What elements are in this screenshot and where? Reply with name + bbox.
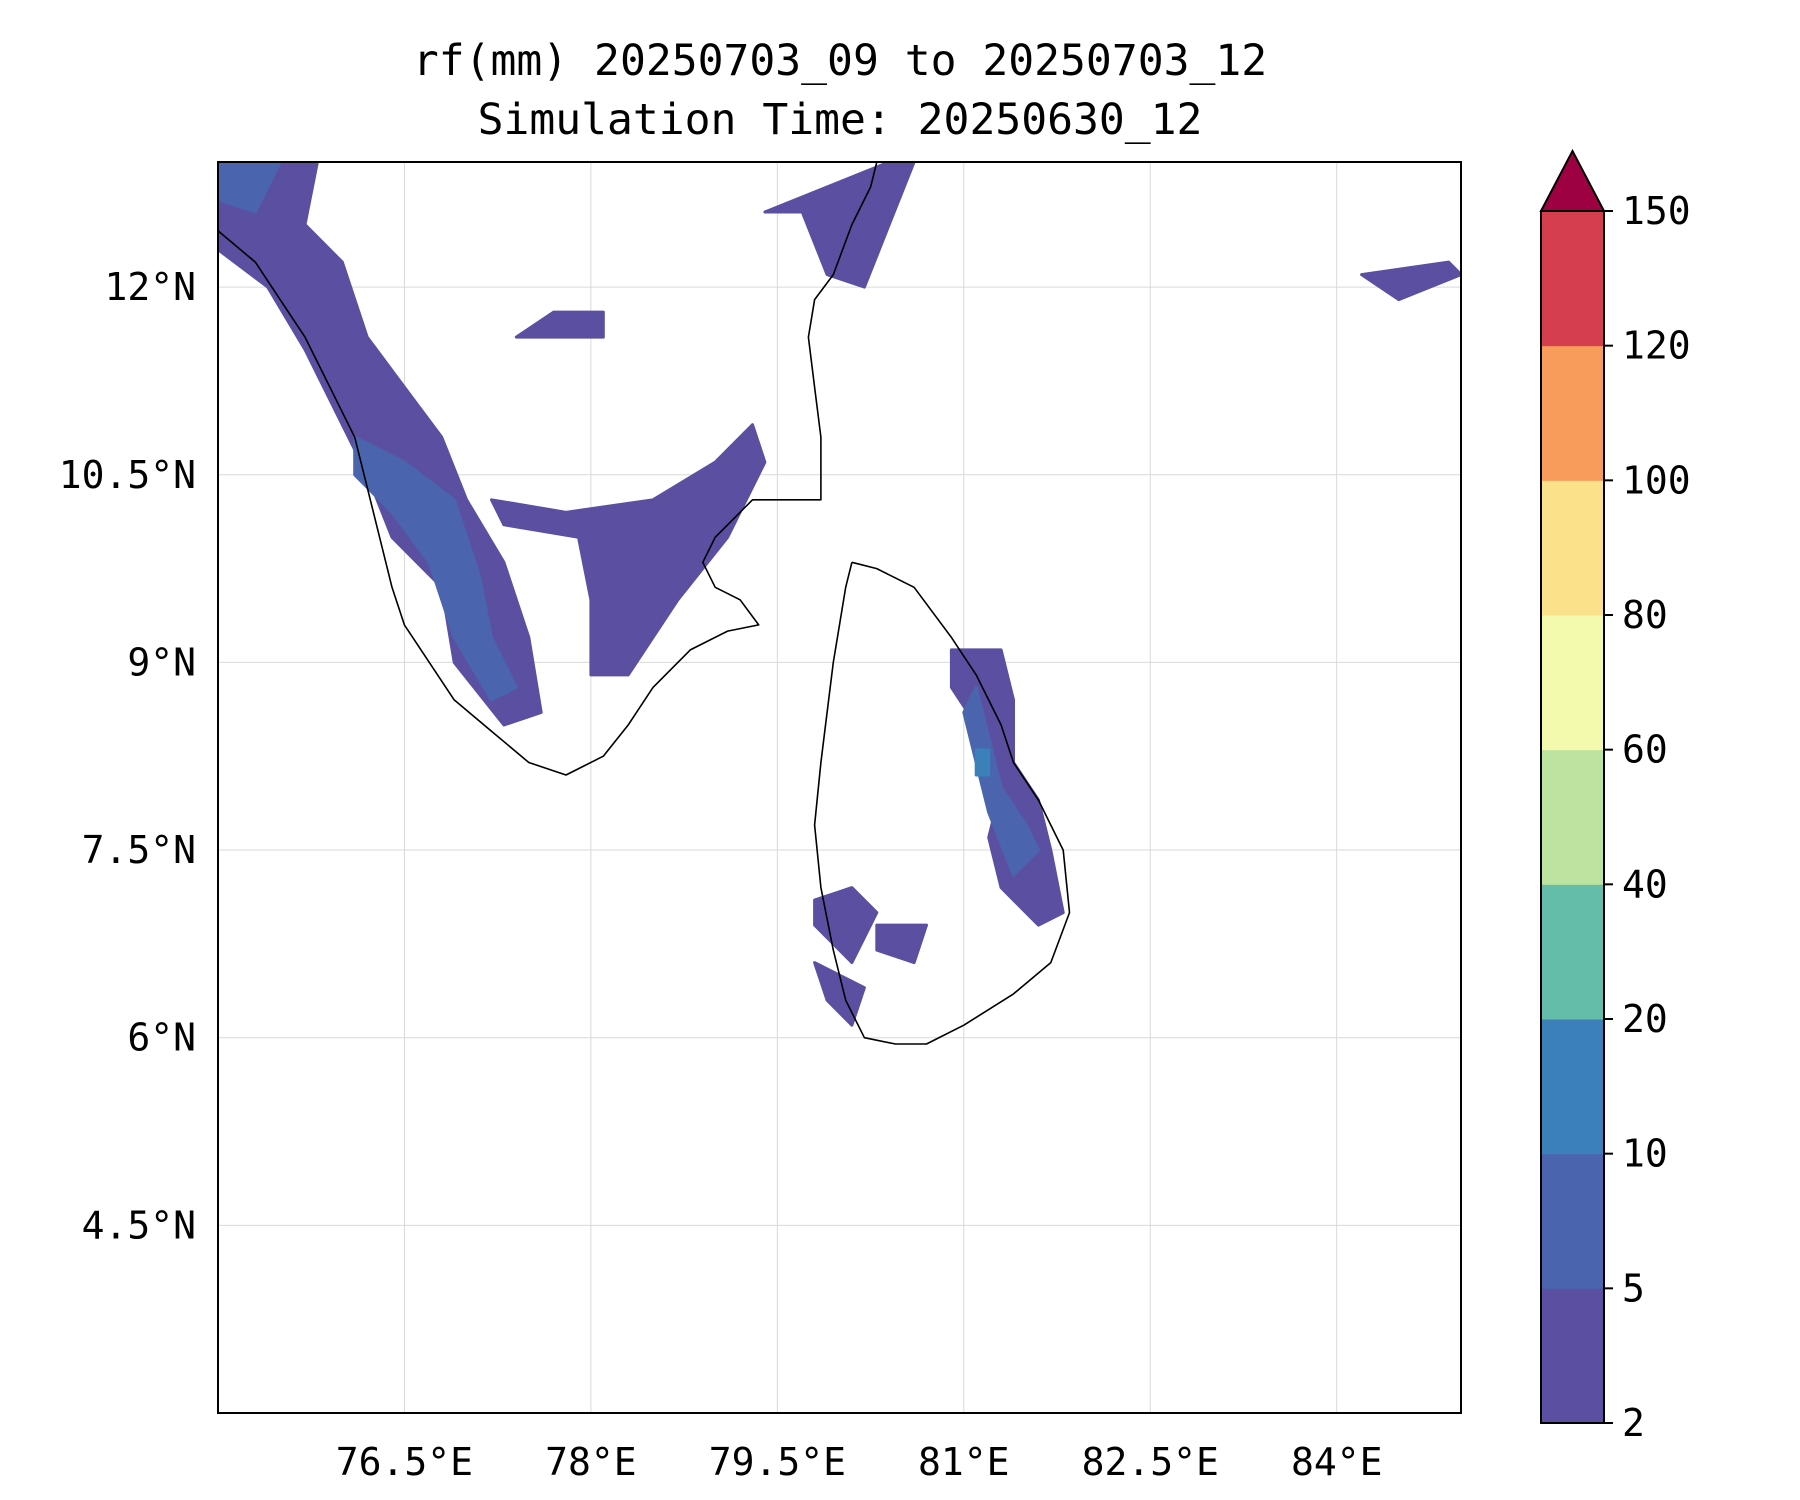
lat-tick-label: 10.5°N: [59, 453, 196, 497]
colorbar-tick-label: 40: [1622, 862, 1668, 906]
colorbar-segment: [1541, 1153, 1604, 1289]
colorbar-segment: [1541, 615, 1604, 751]
colorbar-segment: [1541, 345, 1604, 481]
colorbar-tick-label: 2: [1622, 1401, 1645, 1445]
rain-region: [813, 886, 879, 965]
lat-tick-label: 12°N: [104, 265, 196, 309]
sri-lanka-coastline: [813, 561, 1071, 1045]
colorbar-tick-label: 80: [1622, 593, 1668, 637]
colorbar-tick-label: 20: [1622, 997, 1668, 1041]
rain-region: [490, 423, 767, 677]
rain-region: [353, 435, 518, 702]
colorbar-frame: [1540, 210, 1605, 1424]
colorbar-segment: [1541, 480, 1604, 616]
lat-tick-label: 7.5°N: [82, 828, 196, 872]
colorbar-segment: [1541, 1019, 1604, 1155]
rain-region: [875, 923, 928, 965]
lat-tick-label: 9°N: [127, 640, 196, 684]
rain-region: [514, 310, 605, 339]
rain-region: [1360, 260, 1461, 302]
map-plot-area: [217, 161, 1462, 1414]
rain-region: [813, 961, 866, 1027]
colorbar-tick-label: 150: [1622, 189, 1691, 233]
longitude-axis: 76.5°E 78°E 79.5°E 81°E 82.5°E 84°E: [336, 1440, 1383, 1484]
map-frame: [217, 161, 1462, 1414]
lon-tick-label: 81°E: [918, 1440, 1010, 1484]
colorbar-segment: [1541, 211, 1604, 347]
colorbar-segment: [1541, 884, 1604, 1020]
rain-region: [962, 685, 1040, 877]
lon-tick-label: 82.5°E: [1082, 1440, 1219, 1484]
colorbar-tick-label: 100: [1622, 458, 1691, 502]
map-title-line2: Simulation Time: 20250630_12: [478, 95, 1203, 145]
latitude-axis: 12°N 10.5°N 9°N 7.5°N 6°N 4.5°N: [59, 265, 196, 1247]
colorbar-tick-label: 120: [1622, 324, 1691, 368]
map-title-line1: rf(mm) 20250703_09 to 20250703_12: [413, 36, 1267, 86]
lat-tick-label: 6°N: [127, 1016, 196, 1060]
coastlines: [218, 162, 1071, 1045]
india-coastline: [218, 162, 878, 776]
lon-tick-label: 84°E: [1291, 1440, 1383, 1484]
rain-region: [974, 748, 991, 777]
colorbar-tick-label: 60: [1622, 728, 1668, 772]
colorbar-segment: [1541, 749, 1604, 885]
colorbar-segment: [1541, 1288, 1604, 1424]
colorbar-tick-label: 10: [1622, 1132, 1668, 1176]
colorbar-extend-arrow: [1539, 148, 1606, 212]
colorbar: 2 5 10 20 40 60 80 100 120 150: [1539, 148, 1691, 1445]
rain-region: [763, 162, 916, 289]
colorbar-tick-label: 5: [1622, 1266, 1645, 1310]
lon-tick-label: 76.5°E: [336, 1440, 473, 1484]
lat-tick-label: 4.5°N: [82, 1203, 196, 1247]
rainfall-contours: [218, 162, 1461, 1027]
lon-tick-label: 78°E: [545, 1440, 637, 1484]
rain-region: [218, 162, 282, 214]
map-background: [218, 162, 1461, 1413]
lon-tick-label: 79.5°E: [709, 1440, 846, 1484]
rain-region: [328, 348, 369, 377]
